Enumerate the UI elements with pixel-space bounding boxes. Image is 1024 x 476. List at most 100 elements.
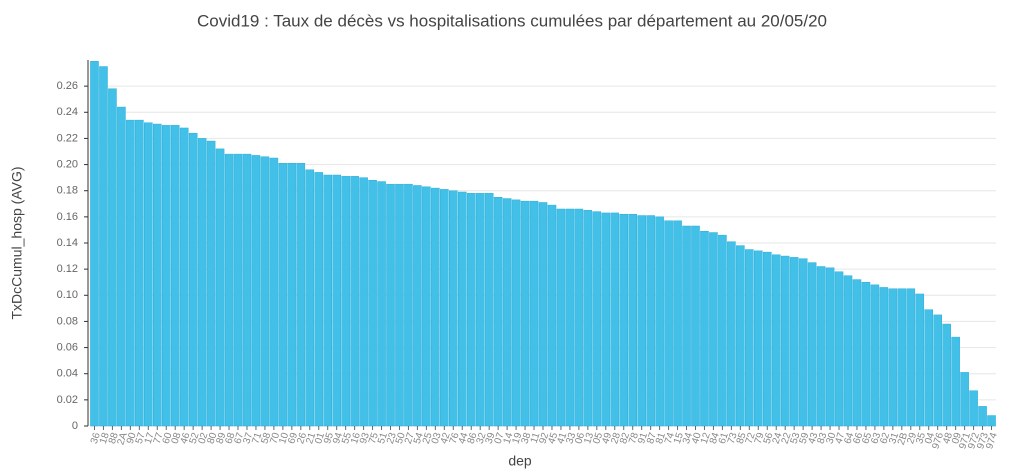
bar <box>475 193 485 427</box>
bar <box>843 275 853 427</box>
bar <box>90 61 99 427</box>
x-tick-label: 44 <box>457 431 471 445</box>
x-tick-label: 35 <box>914 431 928 445</box>
x-tick-label: 63 <box>869 431 883 445</box>
bar <box>395 183 404 427</box>
bar <box>969 390 978 427</box>
x-tick-label: 32 <box>475 431 489 445</box>
x-tick-label: 2A <box>116 431 130 446</box>
bar <box>108 88 117 427</box>
x-tick-label: 33 <box>564 431 578 445</box>
bar <box>449 190 458 427</box>
bar <box>682 225 691 427</box>
y-tick-label: 0.12 <box>57 263 78 275</box>
x-tick-label: 2B <box>896 431 910 446</box>
bar <box>924 309 934 427</box>
x-tick-label: 83 <box>816 431 830 445</box>
bar <box>233 153 243 427</box>
bar <box>583 210 593 427</box>
bar <box>691 225 700 427</box>
x-tick-label: 13 <box>582 431 596 445</box>
chart-title: Covid19 : Taux de décès vs hospitalisati… <box>197 11 827 30</box>
x-tick-label: 68 <box>224 431 238 445</box>
bar <box>422 186 431 427</box>
x-tick-label: 29 <box>905 431 919 445</box>
x-tick-label: 88 <box>107 431 121 445</box>
x-tick-label: 55 <box>340 431 354 445</box>
bar <box>529 200 539 427</box>
x-tick-label: 54 <box>412 431 426 445</box>
x-tick-label: 62 <box>878 431 892 445</box>
x-axis-label: dep <box>508 453 532 469</box>
x-tick-label: 08 <box>170 431 184 445</box>
x-tick-label: 65 <box>860 431 874 445</box>
bar <box>386 183 395 427</box>
x-tick-label: 50 <box>394 431 408 445</box>
x-tick-label: 41 <box>555 431 569 445</box>
x-tick-label: 28 <box>609 431 623 445</box>
bar <box>359 177 368 427</box>
bar <box>511 199 521 427</box>
x-tick-label: 73 <box>726 431 740 445</box>
bar <box>987 415 996 427</box>
x-tick-label: 45 <box>546 431 560 445</box>
y-tick-label: 0.06 <box>57 341 78 353</box>
bar <box>897 288 907 427</box>
x-tick-label: 09 <box>950 431 964 445</box>
x-tick-label: 71 <box>250 431 264 445</box>
x-tick-label: 57 <box>134 431 148 445</box>
x-tick-label: 03 <box>430 431 444 445</box>
bar <box>269 157 279 427</box>
x-tick-label: 02 <box>197 431 211 445</box>
x-tick-label: 22 <box>780 431 794 445</box>
y-tick-label: 0.26 <box>57 80 78 92</box>
x-tick-label: 21 <box>304 431 318 445</box>
bar <box>502 198 512 427</box>
bar <box>915 293 925 427</box>
x-tick-label: 77 <box>152 431 166 445</box>
x-tick-label: 30 <box>825 431 839 445</box>
bar <box>224 153 234 427</box>
x-tick-label: 90 <box>125 431 139 445</box>
bar <box>933 314 942 427</box>
bar <box>709 232 718 427</box>
bar <box>807 262 817 427</box>
bar <box>754 250 763 427</box>
x-tick-label: 70 <box>268 431 282 445</box>
bar <box>780 255 790 427</box>
bar <box>879 287 889 427</box>
bar <box>170 125 180 427</box>
x-tick-label: 01 <box>313 431 327 445</box>
x-tick-label: 51 <box>376 431 390 445</box>
x-tick-label: 34 <box>681 431 695 445</box>
bar <box>547 204 557 427</box>
bar <box>538 202 548 427</box>
bar <box>431 187 440 427</box>
bar <box>906 288 916 427</box>
x-tick-label: 36 <box>89 431 103 445</box>
bar <box>861 281 871 427</box>
x-tick-label: 974 <box>984 431 1000 451</box>
x-tick-label: 60 <box>161 431 175 445</box>
x-tick-label: 07 <box>493 431 507 445</box>
x-tick-label: 80 <box>206 431 220 445</box>
bar <box>332 174 341 427</box>
y-tick-label: 0.18 <box>57 185 78 197</box>
bar <box>789 257 799 427</box>
x-tick-label: 79 <box>753 431 767 445</box>
y-tick-label: 0 <box>72 420 78 432</box>
x-tick-label: 64 <box>842 431 856 445</box>
bar <box>242 153 252 427</box>
bar <box>951 336 960 427</box>
y-tick-label: 0.16 <box>57 211 78 223</box>
x-tick-label: 43 <box>807 431 821 445</box>
x-tick-label: 26 <box>295 431 309 445</box>
bar <box>188 132 198 427</box>
x-tick-label: 27 <box>403 431 417 445</box>
y-tick-label: 0.20 <box>57 158 78 170</box>
bar <box>197 138 207 427</box>
x-tick-label: 91 <box>636 431 650 445</box>
x-tick-label: 39 <box>484 431 498 445</box>
x-tick-label: 76 <box>448 431 462 445</box>
